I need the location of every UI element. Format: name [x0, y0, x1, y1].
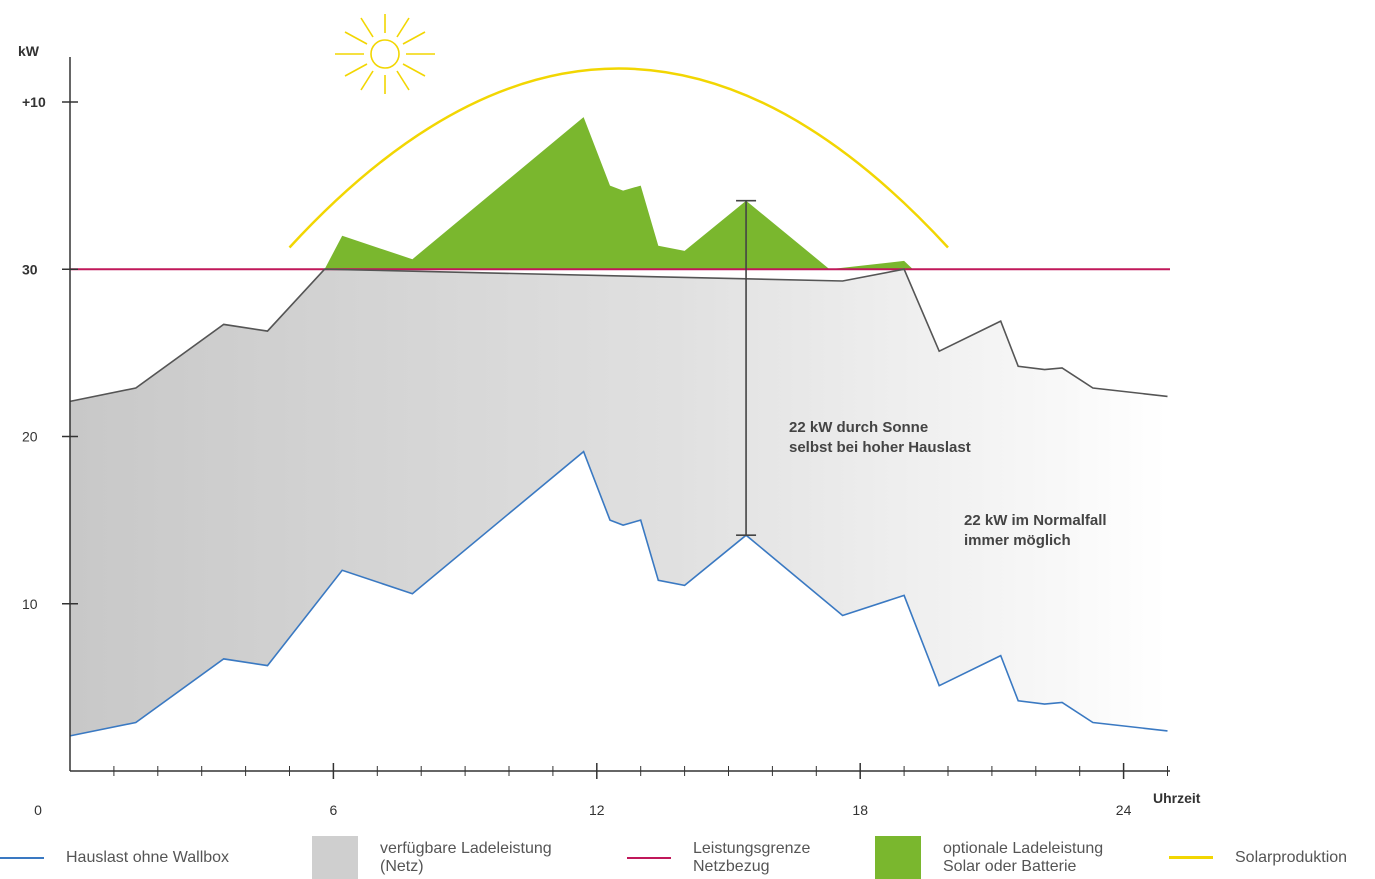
y-tick-label: 30	[22, 261, 38, 277]
x-tick-label: 0	[34, 802, 42, 818]
y-axis-title: kW	[18, 43, 40, 59]
legend-label-available-grid: verfügbare Ladeleistung (Netz)	[380, 840, 552, 876]
x-axis-title: Uhrzeit	[1153, 790, 1201, 806]
x-tick-label: 6	[330, 802, 338, 818]
annotation-normal-line-2: immer möglich	[964, 532, 1071, 549]
legend-label-optional-charge-line-2: Solar oder Batterie	[943, 858, 1103, 876]
annotation-sun-line-1: 22 kW durch Sonne	[789, 419, 928, 436]
legend-label-optional-charge-line-1: optionale Ladeleistung	[943, 840, 1103, 858]
legend-swatch-house-load	[0, 857, 44, 859]
x-tick-label: 12	[589, 802, 605, 818]
x-tick-label: 18	[852, 802, 868, 818]
legend-swatch-grid-limit	[627, 857, 671, 859]
y-tick-label: 20	[22, 429, 38, 445]
legend-label-grid-limit: Leistungsgrenze Netzbezug	[693, 840, 810, 876]
legend-item-optional-charge: optionale Ladeleistung Solar oder Batter…	[875, 836, 1103, 879]
legend-label-optional-charge: optionale Ladeleistung Solar oder Batter…	[943, 840, 1103, 876]
legend-label-house-load: Hauslast ohne Wallbox	[66, 849, 229, 867]
legend-swatch-available-grid	[312, 836, 358, 879]
sun-icon	[335, 14, 435, 94]
annotation-sun-line-2: selbst bei hoher Hauslast	[789, 439, 971, 456]
available-grid-area	[70, 269, 1168, 736]
legend-item-house-load: Hauslast ohne Wallbox	[0, 836, 229, 879]
legend-swatch-optional-charge	[875, 836, 921, 879]
x-tick-label: 24	[1116, 802, 1132, 818]
legend-item-solar-production: Solarproduktion	[1169, 836, 1347, 879]
legend-label-grid-limit-line-1: Leistungsgrenze	[693, 840, 810, 858]
annotation-normal-line-1: 22 kW im Normalfall	[964, 512, 1107, 529]
legend-item-grid-limit: Leistungsgrenze Netzbezug	[627, 836, 810, 879]
legend-label-grid-limit-line-2: Netzbezug	[693, 858, 810, 876]
chart-svg: 0 6 12 18 24 10 20 30 +10 kW Uhrzeit 22 kW durch…	[0, 0, 1375, 836]
legend-item-available-grid: verfügbare Ladeleistung (Netz)	[312, 836, 552, 879]
y-tick-label: +10	[22, 94, 46, 110]
legend: Hauslast ohne Wallbox verfügbare Ladelei…	[0, 836, 1375, 879]
legend-swatch-solar-production	[1169, 856, 1213, 859]
legend-label-available-grid-line-1: verfügbare Ladeleistung	[380, 840, 552, 858]
legend-label-solar-production: Solarproduktion	[1235, 849, 1347, 867]
y-tick-label: 10	[22, 596, 38, 612]
legend-label-available-grid-line-2: (Netz)	[380, 858, 552, 876]
